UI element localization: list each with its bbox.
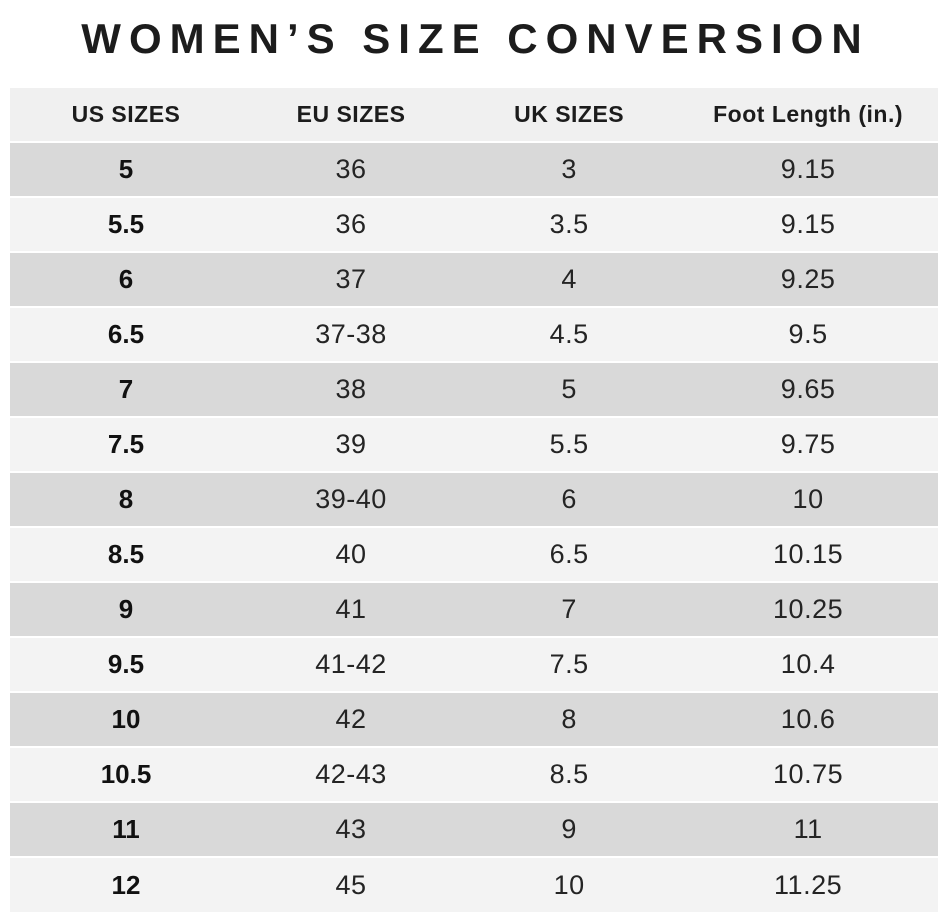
eu-size-cell: 39: [335, 429, 367, 459]
eu-size-cell: 41-42: [315, 649, 387, 679]
eu-size-cell: 38: [335, 374, 367, 404]
table-row: 10 42 8 10.6: [10, 692, 938, 747]
uk-size-cell: 3: [561, 154, 577, 184]
uk-size-cell: 5: [561, 374, 577, 404]
eu-size-cell: 36: [335, 154, 367, 184]
table-row: 5.5 36 3.5 9.15: [10, 197, 938, 252]
header-foot-length: Foot Length (in.): [713, 101, 904, 127]
us-size-cell: 5.5: [107, 209, 145, 239]
table-row: 6 37 4 9.25: [10, 252, 938, 307]
uk-size-cell: 7: [561, 594, 577, 624]
eu-size-cell: 39-40: [315, 484, 387, 514]
uk-size-cell: 6.5: [549, 539, 589, 569]
uk-size-cell: 7.5: [549, 649, 589, 679]
uk-size-cell: 5.5: [549, 429, 589, 459]
table-row: 7 38 5 9.65: [10, 362, 938, 417]
foot-length-cell: 9.15: [780, 154, 836, 184]
us-size-cell: 6: [118, 264, 134, 294]
eu-size-cell: 43: [335, 814, 367, 844]
foot-length-cell: 9.75: [780, 429, 836, 459]
eu-size-cell: 42: [335, 704, 367, 734]
uk-size-cell: 8.5: [549, 759, 589, 789]
foot-length-cell: 9.15: [780, 209, 836, 239]
eu-size-cell: 42-43: [315, 759, 387, 789]
foot-length-cell: 9.5: [788, 319, 828, 349]
us-size-cell: 7: [118, 374, 134, 404]
foot-length-cell: 9.25: [780, 264, 836, 294]
table-row: 10.5 42-43 8.5 10.75: [10, 747, 938, 802]
header-us-sizes: US SIZES: [71, 101, 181, 127]
uk-size-cell: 10: [553, 869, 585, 900]
us-size-cell: 9: [118, 594, 134, 624]
us-size-cell: 8: [118, 484, 134, 514]
eu-size-cell: 37: [335, 264, 367, 294]
table-row: 9.5 41-42 7.5 10.4: [10, 637, 938, 692]
eu-size-cell: 41: [335, 594, 367, 624]
header-uk-sizes: UK SIZES: [514, 101, 625, 127]
table-row: 9 41 7 10.25: [10, 582, 938, 637]
table-body: 5 36 3 9.15 5.5 36 3.5 9.15 6 37 4 9.25 6.5 37-38 4.5 9…: [10, 142, 938, 912]
foot-length-cell: 10.75: [773, 759, 844, 789]
table-row: 8 39-40 6 10: [10, 472, 938, 527]
foot-length-cell: 10.25: [773, 594, 844, 624]
eu-size-cell: 40: [335, 539, 367, 569]
foot-length-cell: 11: [793, 814, 823, 844]
uk-size-cell: 3.5: [549, 209, 589, 239]
uk-size-cell: 6: [561, 484, 577, 514]
header-row: US SIZES EU SIZES UK SIZES Foot Length (…: [10, 88, 938, 142]
page-title: WOMEN’S SIZE CONVERSION: [81, 15, 870, 62]
foot-length-cell: 10.6: [780, 704, 836, 734]
eu-size-cell: 37-38: [315, 319, 387, 349]
us-size-cell: 9.5: [107, 649, 145, 679]
table-header: US SIZES EU SIZES UK SIZES Foot Length (…: [10, 88, 938, 142]
us-size-cell: 11: [112, 814, 140, 844]
us-size-cell: 10: [111, 704, 141, 734]
foot-length-cell: 9.65: [780, 374, 836, 404]
us-size-cell: 7.5: [107, 429, 145, 459]
uk-size-cell: 8: [561, 704, 577, 734]
uk-size-cell: 9: [561, 814, 577, 844]
foot-length-cell: 10: [792, 484, 824, 514]
us-size-cell: 12: [111, 869, 141, 900]
table-row: 12 45 10 11.25: [10, 857, 938, 912]
us-size-cell: 8.5: [107, 539, 145, 569]
eu-size-cell: 36: [335, 209, 367, 239]
table-row: 6.5 37-38 4.5 9.5: [10, 307, 938, 362]
table-row: 8.5 40 6.5 10.15: [10, 527, 938, 582]
foot-length-cell: 10.15: [773, 539, 844, 569]
uk-size-cell: 4: [561, 264, 577, 294]
size-conversion-table: US SIZES EU SIZES UK SIZES Foot Length (…: [10, 88, 938, 912]
foot-length-cell: 11.25: [774, 869, 843, 900]
table-row: 11 43 9 11: [10, 802, 938, 857]
eu-size-cell: 45: [335, 869, 367, 900]
foot-length-cell: 10.4: [780, 649, 836, 679]
us-size-cell: 10.5: [100, 759, 152, 789]
us-size-cell: 5: [118, 154, 134, 184]
us-size-cell: 6.5: [107, 319, 145, 349]
table-row: 5 36 3 9.15: [10, 142, 938, 197]
table-row: 7.5 39 5.5 9.75: [10, 417, 938, 472]
uk-size-cell: 4.5: [549, 319, 589, 349]
header-eu-sizes: EU SIZES: [296, 101, 406, 127]
